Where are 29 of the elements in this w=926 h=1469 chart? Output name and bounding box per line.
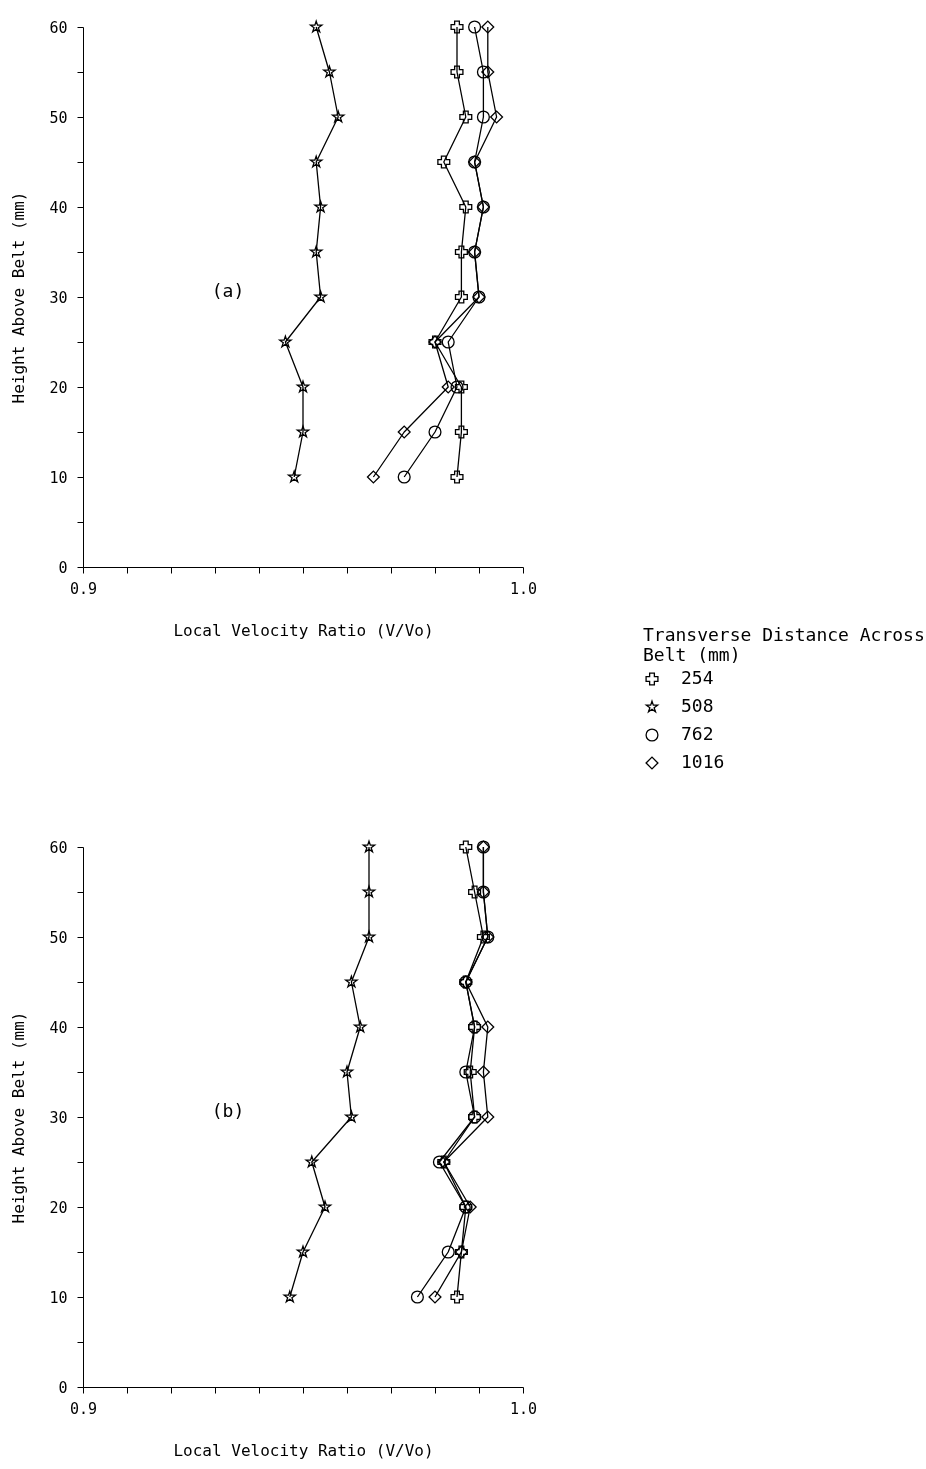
y-tick-label: 10 xyxy=(49,468,68,487)
x-tick-label: 0.9 xyxy=(69,1399,98,1418)
y-tick-label: 10 xyxy=(49,1288,68,1307)
x-tick-label: 1.0 xyxy=(509,1399,538,1418)
y-tick-label: 60 xyxy=(49,18,68,37)
y-tick-label: 30 xyxy=(49,288,68,307)
y-tick-label: 0 xyxy=(58,1378,68,1397)
x-tick-label: 1.0 xyxy=(509,579,538,598)
x-axis-title: Local Velocity Ratio (V/Vo) xyxy=(173,1440,434,1460)
legend-label: 254 xyxy=(681,667,714,688)
y-axis-title: Height Above Belt (mm) xyxy=(9,1011,29,1224)
y-tick-label: 60 xyxy=(49,838,68,857)
y-tick-label: 40 xyxy=(49,1018,68,1037)
x-axis-title: Local Velocity Ratio (V/Vo) xyxy=(173,620,434,640)
annotation: (a) xyxy=(211,280,245,301)
annotation: (b) xyxy=(211,1100,245,1121)
y-tick-label: 50 xyxy=(49,928,68,947)
y-tick-label: 0 xyxy=(58,558,68,577)
x-tick-label: 0.9 xyxy=(69,579,98,598)
y-axis-title: Height Above Belt (mm) xyxy=(9,191,29,404)
legend-label: 762 xyxy=(681,723,714,744)
legend-title: Transverse Distance Across Belt (mm) xyxy=(643,624,925,665)
y-tick-label: 30 xyxy=(49,1108,68,1127)
legend-label: 1016 xyxy=(681,751,725,772)
legend-label: 508 xyxy=(681,695,714,716)
y-tick-label: 50 xyxy=(49,108,68,127)
y-tick-label: 20 xyxy=(49,1198,68,1217)
y-tick-label: 20 xyxy=(49,378,68,397)
y-tick-label: 40 xyxy=(49,198,68,217)
